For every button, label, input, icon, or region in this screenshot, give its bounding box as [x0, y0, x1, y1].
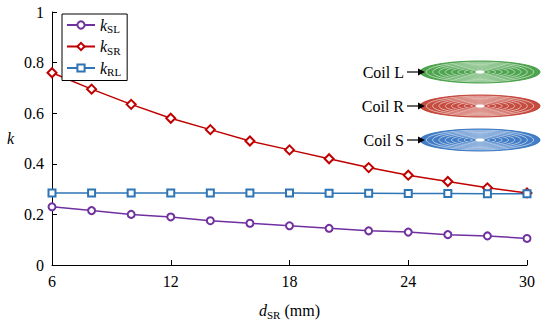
- svg-text:SR: SR: [267, 309, 281, 321]
- svg-text:RL: RL: [107, 66, 121, 78]
- svg-text:Coil L: Coil L: [363, 64, 404, 81]
- svg-text:k: k: [100, 16, 108, 34]
- svg-text:18: 18: [282, 273, 298, 290]
- svg-text:d: d: [259, 302, 267, 319]
- svg-text:0.2: 0.2: [24, 206, 44, 223]
- svg-text:12: 12: [163, 273, 179, 290]
- svg-text:SR: SR: [107, 45, 121, 57]
- svg-text:0: 0: [36, 257, 44, 274]
- svg-text:6: 6: [48, 273, 56, 290]
- svg-text:k: k: [7, 130, 15, 147]
- svg-text:0.4: 0.4: [24, 155, 44, 172]
- svg-text:k: k: [100, 59, 108, 77]
- svg-text:0.6: 0.6: [24, 105, 44, 122]
- svg-text:30: 30: [519, 273, 535, 290]
- svg-text:24: 24: [400, 273, 416, 290]
- svg-text:Coil R: Coil R: [362, 98, 405, 115]
- svg-text:SL: SL: [107, 23, 120, 35]
- svg-text:(mm): (mm): [280, 302, 320, 320]
- svg-text:0.8: 0.8: [24, 54, 44, 71]
- svg-text:1: 1: [36, 4, 44, 21]
- svg-text:Coil S: Coil S: [364, 132, 404, 149]
- svg-text:k: k: [100, 38, 108, 55]
